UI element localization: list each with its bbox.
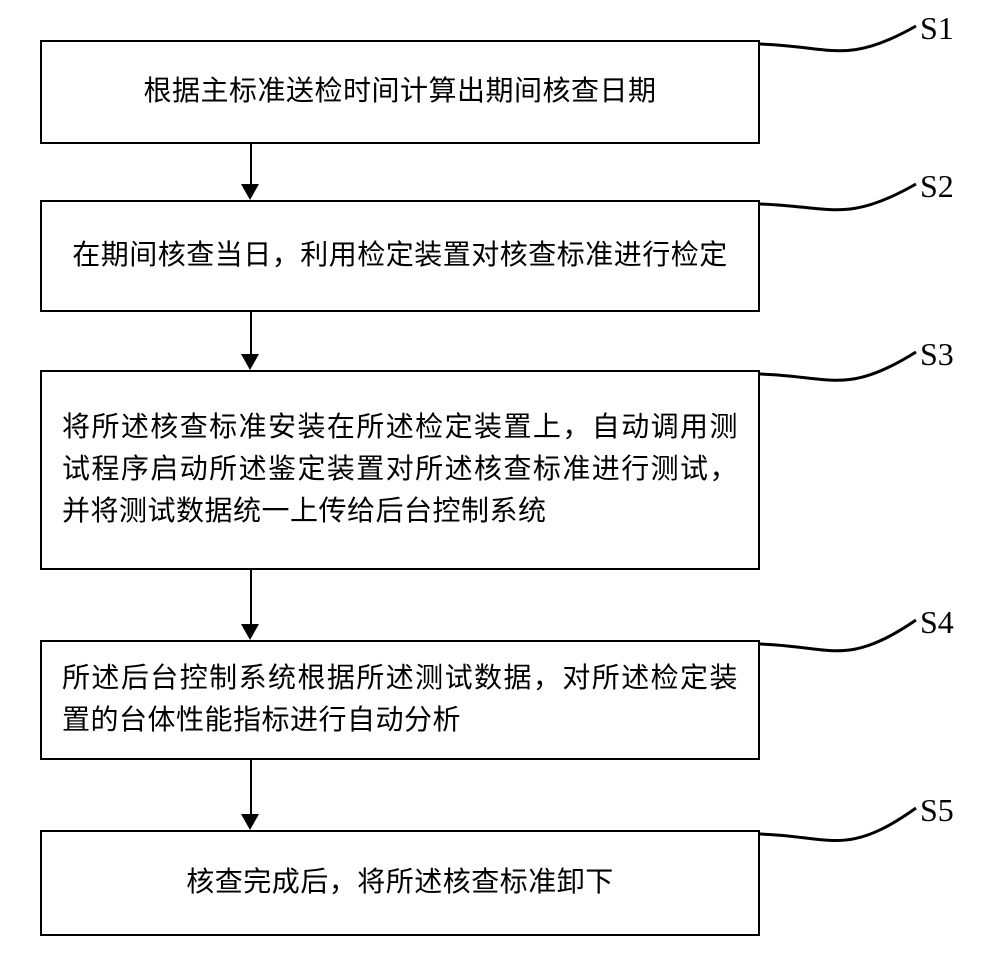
step-label-s5: S5 <box>920 792 954 829</box>
leader-curve-s5 <box>0 0 1000 976</box>
step-label-s4: S4 <box>920 604 954 641</box>
flowchart-canvas: 根据主标准送检时间计算出期间核查日期 在期间核查当日，利用检定装置对核查标准进行… <box>0 0 1000 976</box>
step-label-s3: S3 <box>920 336 954 373</box>
step-label-s2: S2 <box>920 168 954 205</box>
step-label-s1: S1 <box>920 10 954 47</box>
